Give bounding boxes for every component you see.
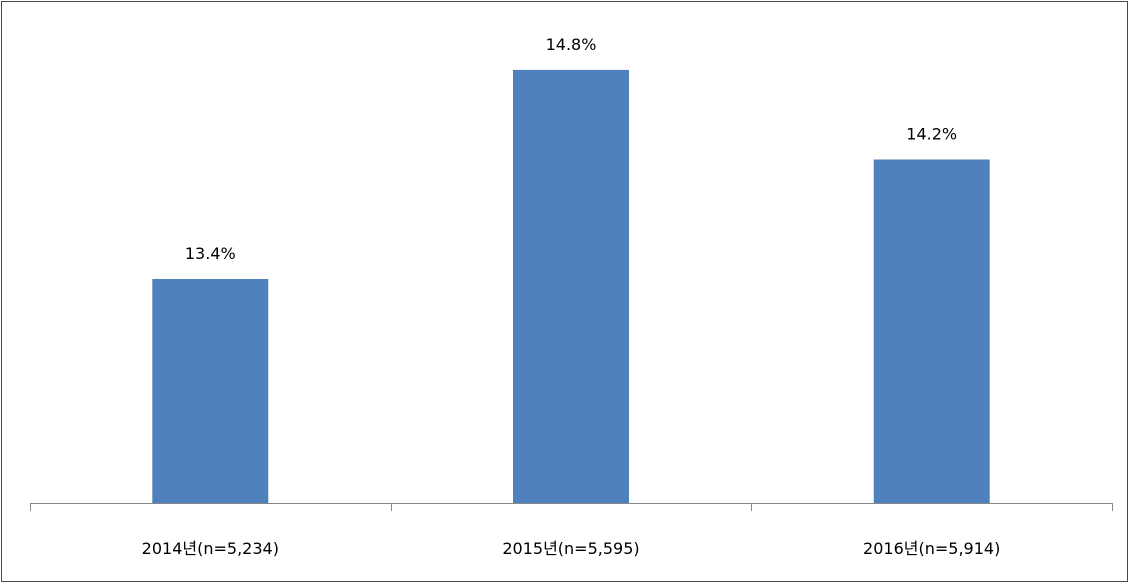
x-axis [30,503,1113,511]
bar-1 [513,69,629,504]
category-label-1: 2015년(n=5,595) [502,539,639,558]
data-label-0: 13.4% [185,244,236,263]
category-labels-layer: 2014년(n=5,234) 2015년(n=5,595) 2016년(n=5,91… [142,539,1001,558]
data-label-2: 14.2% [906,125,957,144]
data-labels-layer: 13.4% 14.8% 14.2% [185,35,957,263]
category-label-2: 2016년(n=5,914) [863,539,1000,558]
bar-2 [873,159,990,503]
data-label-1: 14.8% [546,35,597,54]
bar-0 [152,279,269,503]
category-label-0: 2014년(n=5,234) [142,539,279,558]
bars-layer [152,69,990,504]
